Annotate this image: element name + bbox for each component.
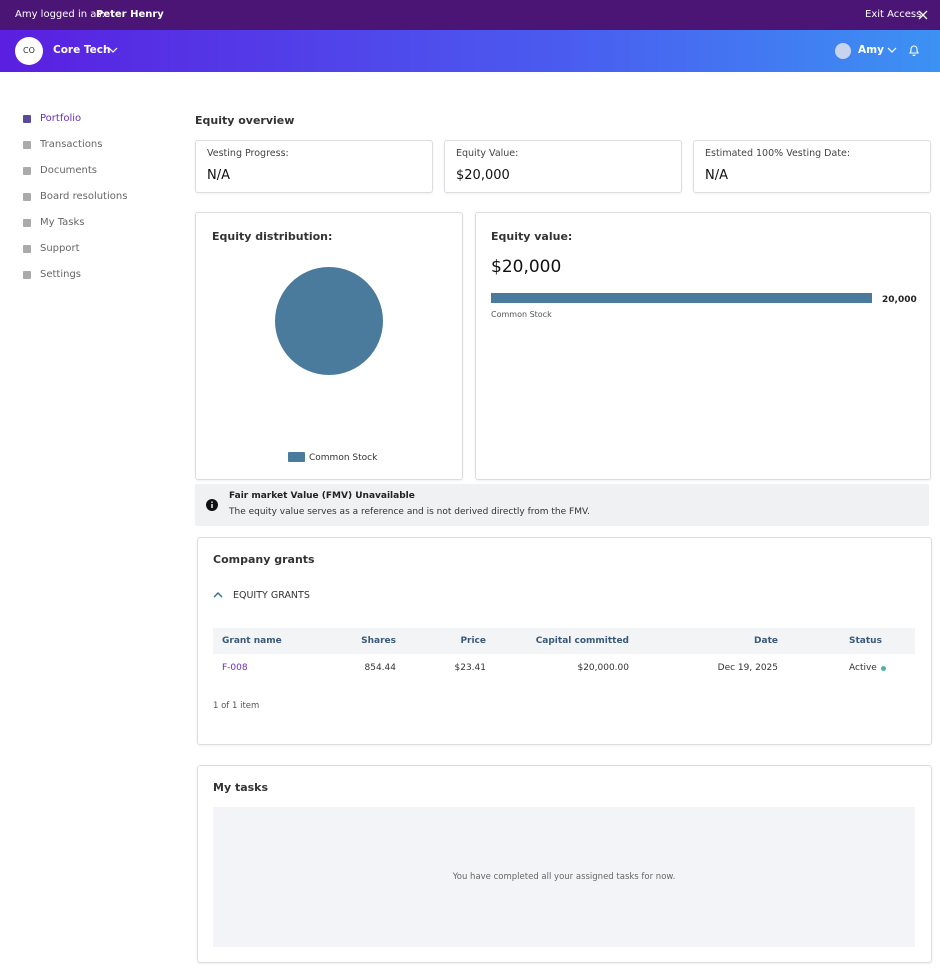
section-title: Equity overview bbox=[195, 114, 295, 127]
notice-title: Fair market Value (FMV) Unavailable bbox=[229, 491, 415, 501]
category-label: Common Stock bbox=[491, 310, 552, 319]
overview-card bbox=[195, 140, 433, 193]
status-dot bbox=[881, 666, 886, 671]
card-value: N/A bbox=[705, 168, 728, 183]
nav-item[interactable]: Transactions bbox=[40, 139, 103, 150]
overview-card bbox=[693, 140, 931, 193]
user-name[interactable]: Amy bbox=[858, 44, 884, 56]
info-icon bbox=[206, 499, 218, 511]
table-header bbox=[213, 628, 915, 654]
collapse-chevron[interactable] bbox=[213, 591, 223, 599]
card-value: N/A bbox=[207, 168, 230, 183]
company-name[interactable]: Core Tech bbox=[53, 44, 111, 56]
card-title: My tasks bbox=[213, 781, 269, 794]
user-avatar[interactable] bbox=[835, 43, 851, 59]
card-value: $20,000 bbox=[456, 168, 510, 183]
overview-card bbox=[444, 140, 682, 193]
nav-item[interactable]: Documents bbox=[40, 165, 98, 176]
nav-icon[interactable] bbox=[23, 193, 31, 201]
impersonation-banner: Amy logged in as: Peter Henry Exit Acces… bbox=[0, 0, 940, 30]
legend-label: Common Stock bbox=[309, 453, 378, 463]
table-cell: Active bbox=[849, 663, 877, 673]
bar-chart: 20,000 Common Stock bbox=[491, 293, 917, 319]
exit-access[interactable]: Exit Access bbox=[865, 9, 922, 20]
table-cell: 854.44 bbox=[364, 663, 397, 673]
app-header: CO Core Tech Amy bbox=[0, 30, 940, 72]
tasks-empty: You have completed all your assigned tas… bbox=[213, 807, 915, 947]
distribution-card: Equity distribution: Common Stock bbox=[195, 212, 463, 480]
notice-text: The equity value serves as a reference a… bbox=[229, 507, 590, 517]
card-title: Equity value: bbox=[491, 230, 573, 243]
user-chevron[interactable] bbox=[887, 46, 897, 54]
legend-swatch bbox=[288, 452, 305, 462]
value-label: 20,000 bbox=[882, 295, 917, 305]
nav-item[interactable]: Settings bbox=[40, 269, 82, 280]
company-chevron[interactable] bbox=[108, 46, 118, 54]
column-header[interactable]: Price bbox=[460, 636, 486, 646]
column-header[interactable]: Status bbox=[849, 636, 882, 646]
nav-icon[interactable] bbox=[23, 167, 31, 175]
card-label: Vesting Progress: bbox=[207, 148, 289, 159]
grant-link[interactable]: F-008 bbox=[222, 663, 248, 673]
close-icon[interactable] bbox=[918, 10, 928, 20]
bell-icon[interactable] bbox=[908, 44, 920, 57]
banner-prefix: Amy logged in as: bbox=[15, 9, 105, 20]
nav-icon[interactable] bbox=[23, 115, 31, 123]
nav-item[interactable]: Board resolutions bbox=[40, 191, 128, 202]
card-label: Estimated 100% Vesting Date: bbox=[705, 148, 851, 159]
table-cell: $20,000.00 bbox=[577, 663, 629, 673]
column-header[interactable]: Grant name bbox=[222, 636, 282, 646]
card-label: Equity Value: bbox=[456, 148, 519, 159]
value-card: Equity value: $20,000 20,000 Common Stock bbox=[475, 212, 931, 480]
table-cell: Dec 19, 2025 bbox=[717, 663, 778, 673]
nav-item[interactable]: My Tasks bbox=[40, 217, 85, 228]
nav-icon[interactable] bbox=[23, 271, 31, 279]
pie-chart: Common Stock bbox=[275, 267, 383, 463]
section-toggle[interactable]: EQUITY GRANTS bbox=[233, 590, 310, 601]
nav-icon[interactable] bbox=[23, 141, 31, 149]
card-title: Company grants bbox=[213, 553, 315, 566]
column-header[interactable]: Shares bbox=[361, 636, 396, 646]
pagination: 1 of 1 item bbox=[213, 701, 260, 711]
nav-item[interactable]: Portfolio bbox=[40, 113, 82, 124]
card-title: Equity distribution: bbox=[212, 230, 333, 243]
fmv-notice: Fair market Value (FMV) Unavailable The … bbox=[195, 484, 929, 526]
table-cell: $23.41 bbox=[454, 663, 487, 673]
company-avatar[interactable]: CO bbox=[15, 37, 43, 65]
equity-total: $20,000 bbox=[491, 257, 562, 277]
nav-icon[interactable] bbox=[23, 245, 31, 253]
column-header[interactable]: Date bbox=[754, 636, 778, 646]
nav-item[interactable]: Support bbox=[40, 243, 80, 254]
nav-icon[interactable] bbox=[23, 219, 31, 227]
bar bbox=[491, 293, 872, 303]
banner-user: Peter Henry bbox=[96, 9, 164, 20]
column-header[interactable]: Capital committed bbox=[535, 636, 629, 646]
pie-slice bbox=[275, 267, 383, 375]
